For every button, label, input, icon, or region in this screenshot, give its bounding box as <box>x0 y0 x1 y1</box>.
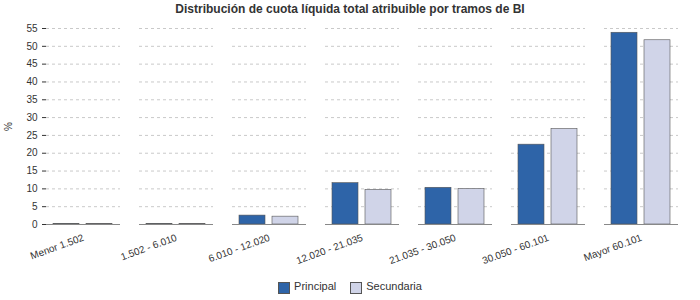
svg-text:35: 35 <box>26 94 38 105</box>
svg-text:6.010 - 12.020: 6.010 - 12.020 <box>207 232 272 265</box>
html-text:Principal: Principal <box>294 280 337 293</box>
svg-text:21.035 - 30.050: 21.035 - 30.050 <box>388 232 458 266</box>
svg-text:1.502 - 6.010: 1.502 - 6.010 <box>119 232 179 263</box>
html-text:Secundaria: Secundaria <box>366 280 422 293</box>
svg-text:10: 10 <box>26 183 38 194</box>
html-text:Distribución de cuota líquida: Distribución de cuota líquida total atri… <box>175 2 525 16</box>
svg-text:45: 45 <box>26 58 38 69</box>
svg-text:55: 55 <box>26 23 38 34</box>
svg-text:12.020 - 21.035: 12.020 - 21.035 <box>295 232 365 266</box>
svg-text:30.050 - 60.101: 30.050 - 60.101 <box>481 232 551 266</box>
svg-text:Mayor 60.101: Mayor 60.101 <box>582 232 644 263</box>
svg-text:15: 15 <box>26 165 38 176</box>
svg-text:30: 30 <box>26 112 38 123</box>
svg-text:%: % <box>3 122 14 131</box>
svg-text:5: 5 <box>32 201 38 212</box>
svg-text:0: 0 <box>32 219 38 230</box>
svg-text:Menor 1.502: Menor 1.502 <box>29 232 86 262</box>
svg-text:20: 20 <box>26 147 38 158</box>
svg-text:40: 40 <box>26 76 38 87</box>
svg-text:50: 50 <box>26 41 38 52</box>
svg-text:25: 25 <box>26 130 38 141</box>
